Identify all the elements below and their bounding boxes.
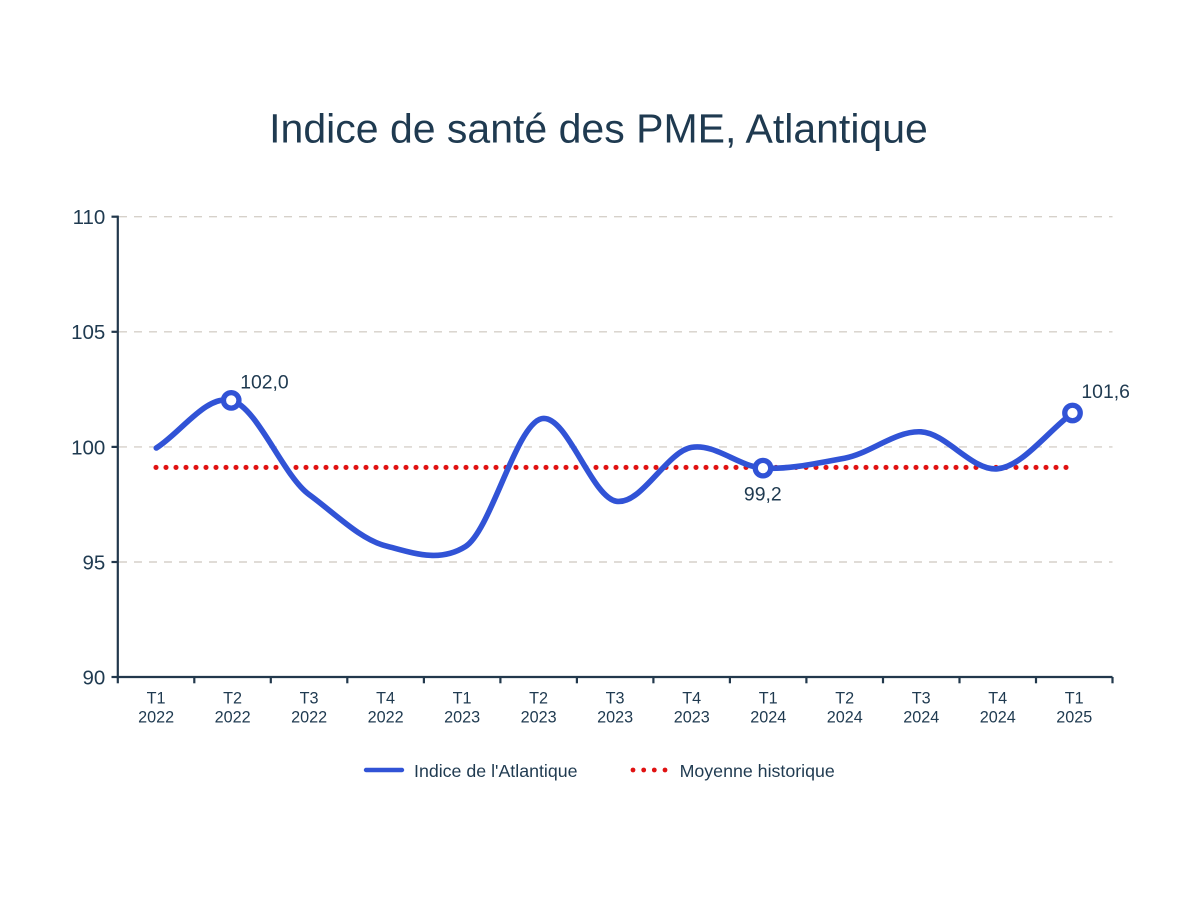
svg-text:102,0: 102,0 — [240, 372, 289, 394]
svg-text:110: 110 — [73, 206, 106, 229]
svg-text:100: 100 — [71, 436, 105, 459]
svg-text:Indice de l'Atlantique: Indice de l'Atlantique — [414, 761, 578, 781]
svg-text:2022: 2022 — [368, 708, 404, 726]
svg-text:105: 105 — [71, 321, 105, 344]
svg-text:T2: T2 — [835, 690, 854, 708]
svg-text:2023: 2023 — [674, 708, 710, 726]
svg-text:2024: 2024 — [980, 708, 1016, 726]
svg-text:T4: T4 — [988, 690, 1007, 708]
svg-text:T1: T1 — [759, 690, 778, 708]
svg-text:T1: T1 — [147, 690, 166, 708]
svg-text:T1: T1 — [1065, 690, 1084, 708]
svg-text:2024: 2024 — [903, 708, 939, 726]
svg-text:95: 95 — [82, 551, 105, 574]
svg-text:2024: 2024 — [827, 708, 863, 726]
svg-text:90: 90 — [82, 666, 105, 689]
svg-text:2023: 2023 — [521, 708, 557, 726]
svg-text:T3: T3 — [912, 690, 931, 708]
svg-text:2023: 2023 — [597, 708, 633, 726]
svg-text:99,2: 99,2 — [744, 483, 782, 505]
svg-text:T2: T2 — [529, 690, 548, 708]
svg-text:2025: 2025 — [1056, 708, 1092, 726]
svg-text:Moyenne historique: Moyenne historique — [680, 761, 835, 781]
svg-text:2024: 2024 — [750, 708, 786, 726]
svg-text:2022: 2022 — [215, 708, 251, 726]
svg-text:2022: 2022 — [291, 708, 327, 726]
svg-text:2022: 2022 — [138, 708, 174, 726]
svg-text:T3: T3 — [606, 690, 625, 708]
svg-text:T4: T4 — [376, 690, 395, 708]
svg-text:T2: T2 — [223, 690, 242, 708]
svg-text:Indice de santé des PME, Atlan: Indice de santé des PME, Atlantique — [269, 106, 928, 152]
svg-text:T4: T4 — [682, 690, 701, 708]
svg-text:T3: T3 — [300, 690, 319, 708]
svg-text:T1: T1 — [453, 690, 472, 708]
svg-text:2023: 2023 — [444, 708, 480, 726]
svg-text:101,6: 101,6 — [1081, 381, 1130, 403]
